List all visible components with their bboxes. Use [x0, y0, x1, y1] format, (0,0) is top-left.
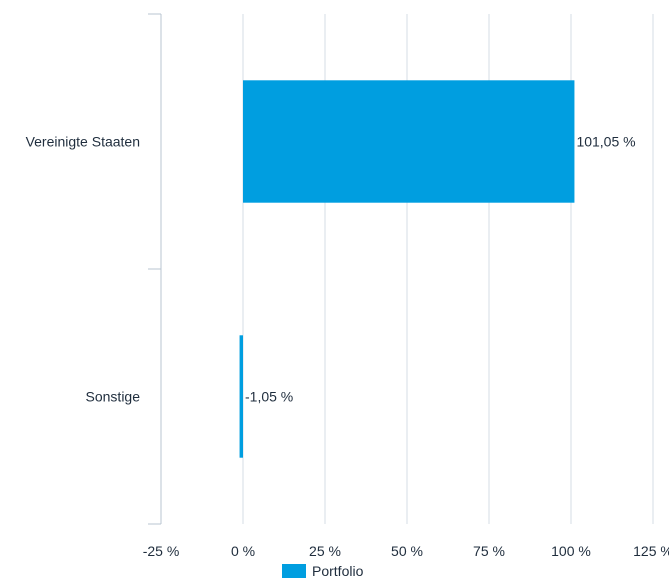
legend-label: Portfolio	[312, 563, 364, 579]
x-tick-label: 125 %	[633, 543, 669, 559]
legend-swatch	[282, 564, 306, 578]
x-tick-label: 0 %	[231, 543, 255, 559]
x-tick-label: 25 %	[309, 543, 341, 559]
category-label: Vereinigte Staaten	[26, 134, 140, 150]
data-label: -1,05 %	[245, 389, 293, 405]
x-tick-label: 100 %	[551, 543, 591, 559]
bars	[239, 80, 575, 458]
x-tick-label: 75 %	[473, 543, 505, 559]
bar	[243, 80, 575, 203]
axes	[148, 13, 162, 525]
bar-chart: -25 % 0 % 25 % 50 % 75 % 100 % 125 % Vereinigte…	[26, 13, 669, 560]
legend[interactable]: Portfolio	[282, 563, 363, 579]
data-label: 101,05 %	[576, 134, 635, 150]
category-label: Sonstige	[86, 389, 141, 405]
x-tick-label: 50 %	[391, 543, 423, 559]
bar	[239, 335, 243, 458]
labels: -25 % 0 % 25 % 50 % 75 % 100 % 125 % Vereinigte…	[26, 134, 669, 560]
x-tick-label: -25 %	[143, 543, 180, 559]
